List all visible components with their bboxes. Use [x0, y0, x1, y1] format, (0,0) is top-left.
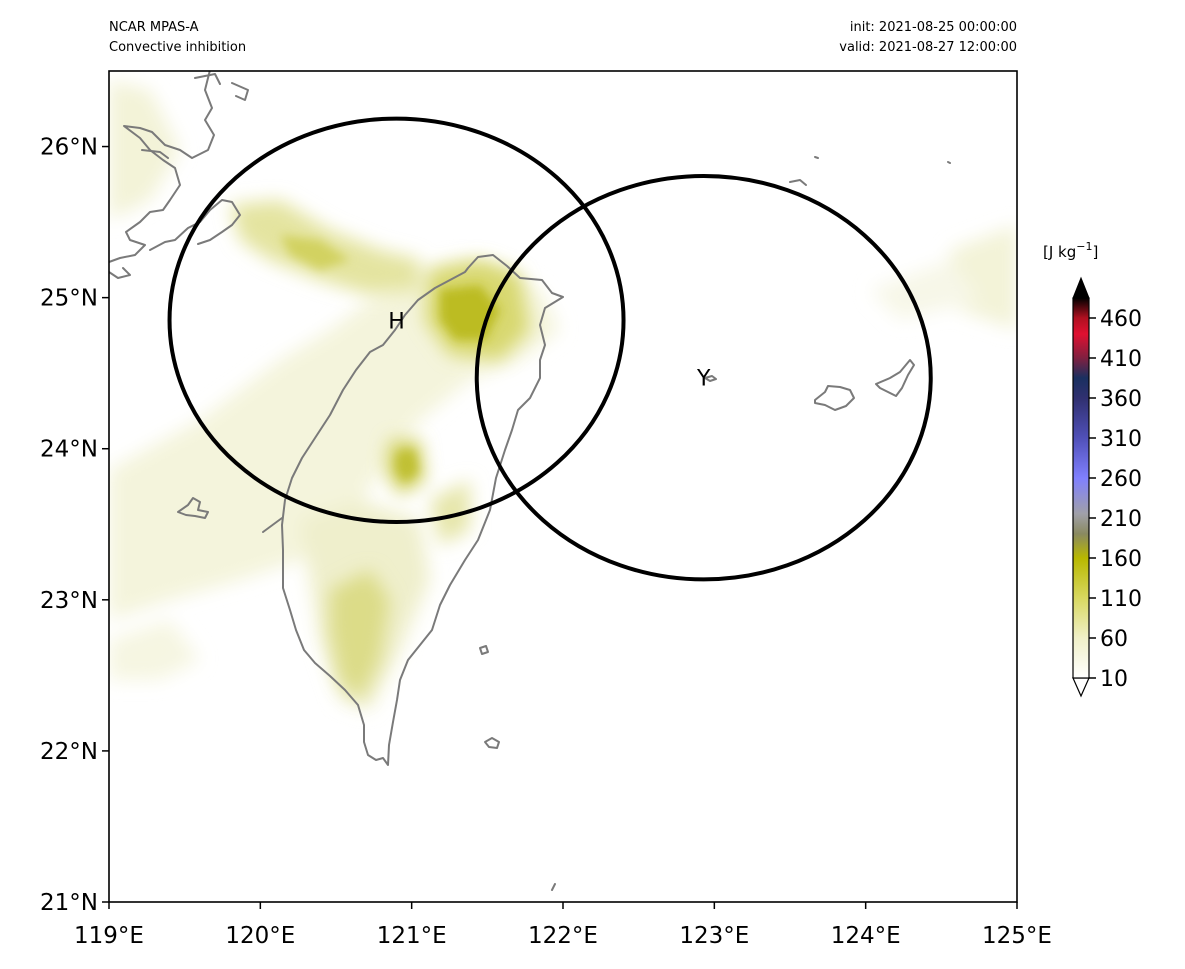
islet-4	[551, 883, 556, 891]
colorbar-tick-label: 60	[1100, 627, 1128, 652]
lon-tick-label: 120°E	[225, 923, 295, 949]
lon-tick-label: 123°E	[679, 923, 749, 949]
colorbar-min-extend	[1072, 677, 1090, 698]
ishigaki-coastline	[875, 359, 915, 397]
valid-time: valid: 2021-08-27 12:00:00	[839, 40, 1017, 55]
cin-field	[109, 71, 1017, 891]
lon-tick-label: 121°E	[377, 923, 447, 949]
lat-tick-label: 24°N	[40, 437, 98, 463]
lat-tick-label: 23°N	[40, 588, 98, 614]
iriomote-coastline	[814, 385, 855, 411]
colorbar-tick-label: 310	[1100, 427, 1142, 452]
colorbar-scale	[1072, 297, 1090, 679]
colorbar-tick-label: 110	[1100, 587, 1142, 612]
taiwan-coastline	[281, 254, 564, 766]
marker-labels: HY	[388, 309, 711, 391]
yonaguni-coastline	[704, 375, 717, 382]
map-axes: 119°E 120°E 121°E 122°E 123°E 124°E 125°E 21°N 2…	[40, 135, 1052, 949]
ludao-coastline	[479, 645, 489, 655]
islet-1	[814, 156, 819, 159]
lat-tick-label: 26°N	[40, 135, 98, 161]
colorbar-tick-label: 460	[1100, 307, 1142, 332]
colorbar-max-extend	[1072, 276, 1090, 299]
matsu-coastline	[141, 73, 249, 159]
lat-tick-label: 21°N	[40, 890, 98, 916]
header-right: init: 2021-08-25 00:00:00 valid: 2021-08…	[839, 18, 1017, 58]
radius-circles	[167, 116, 933, 582]
model-name: NCAR MPAS-A	[109, 20, 199, 35]
colorbar-tick-label: 10	[1100, 667, 1128, 692]
colorbar-ticks: 10 60 110 160 210 260 310 360 410 460	[1089, 307, 1142, 692]
lon-tick-label: 122°E	[528, 923, 598, 949]
colorbar-units: [J kg−1]	[1043, 240, 1098, 261]
field-name: Convective inhibition	[109, 40, 247, 55]
coastlines	[109, 71, 951, 891]
radius-circle-h	[167, 116, 626, 525]
lanyu-coastline	[484, 737, 500, 749]
lat-tick-label: 22°N	[40, 739, 98, 765]
penghu-coastline	[177, 497, 209, 519]
lat-tick-label: 25°N	[40, 286, 98, 312]
lon-tick-label: 125°E	[982, 923, 1052, 949]
init-time: init: 2021-08-25 00:00:00	[849, 20, 1017, 35]
lon-tick-label: 124°E	[831, 923, 901, 949]
colorbar: [J kg−1] 10 60 110 160 210 260 310 360 410 460	[1043, 240, 1142, 698]
lon-tick-label: 119°E	[74, 923, 144, 949]
colorbar-tick-label: 260	[1100, 467, 1142, 492]
colorbar-tick-label: 410	[1100, 347, 1142, 372]
islet-5	[262, 517, 283, 533]
islet-3	[947, 161, 951, 164]
islet-2	[789, 179, 807, 186]
colorbar-tick-label: 210	[1100, 507, 1142, 532]
marker-label-h: H	[388, 309, 405, 334]
map-panel: 119°E 120°E 121°E 122°E 123°E 124°E 125°E 21°N 2…	[40, 70, 1052, 949]
marker-label-y: Y	[696, 367, 711, 392]
colorbar-tick-label: 160	[1100, 547, 1142, 572]
header-left: NCAR MPAS-A Convective inhibition	[109, 18, 246, 58]
radius-circle-y	[474, 174, 933, 582]
colorbar-tick-label: 360	[1100, 387, 1142, 412]
